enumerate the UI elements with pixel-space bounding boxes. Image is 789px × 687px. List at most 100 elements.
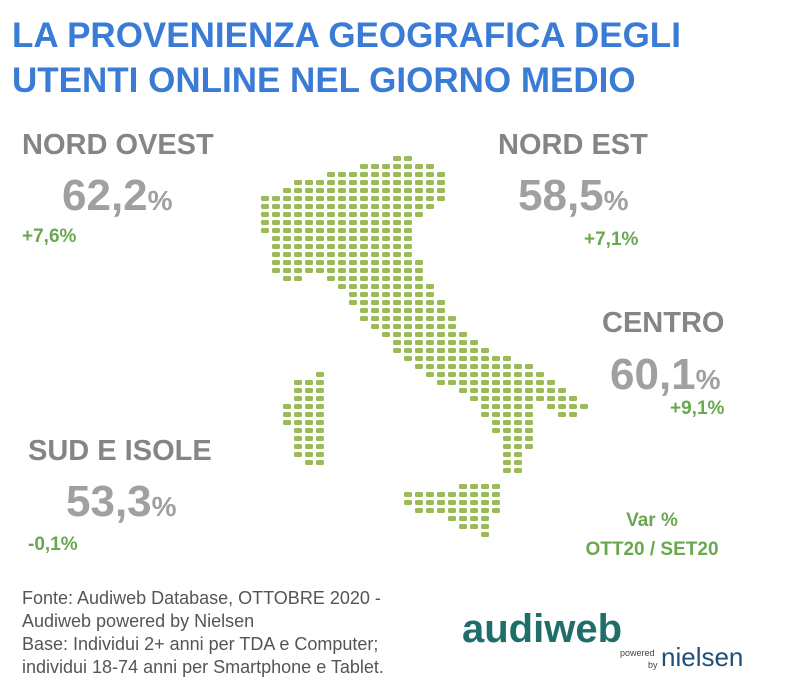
- map-dot: [316, 268, 324, 273]
- title-line: UTENTI ONLINE NEL GIORNO MEDIO: [12, 61, 636, 100]
- map-dot: [316, 396, 324, 401]
- map-dot: [437, 180, 445, 185]
- map-dot: [525, 444, 533, 449]
- map-dot: [404, 300, 412, 305]
- map-dot: [283, 252, 291, 257]
- map-dot: [415, 204, 423, 209]
- map-dot: [338, 188, 346, 193]
- map-dot: [415, 292, 423, 297]
- map-dot: [415, 324, 423, 329]
- map-dot: [294, 260, 302, 265]
- map-dot: [459, 372, 467, 377]
- map-dot: [426, 332, 434, 337]
- map-dot: [415, 268, 423, 273]
- map-dot: [338, 212, 346, 217]
- map-dot: [360, 228, 368, 233]
- map-dot: [470, 508, 478, 513]
- map-dot: [393, 228, 401, 233]
- map-dot: [492, 492, 500, 497]
- map-dot: [261, 196, 269, 201]
- map-dot: [393, 156, 401, 161]
- map-dot: [492, 404, 500, 409]
- map-dot: [272, 196, 280, 201]
- map-dot: [393, 180, 401, 185]
- map-dot: [404, 220, 412, 225]
- map-dot: [305, 212, 313, 217]
- map-dot: [415, 212, 423, 217]
- map-dot: [470, 372, 478, 377]
- map-dot: [492, 372, 500, 377]
- region-value: 53,3%: [66, 477, 177, 526]
- map-dot: [283, 260, 291, 265]
- map-dot: [327, 188, 335, 193]
- map-dot: [503, 396, 511, 401]
- map-dot: [283, 196, 291, 201]
- map-dot: [316, 420, 324, 425]
- value: 60,1: [610, 350, 696, 399]
- map-dot: [514, 388, 522, 393]
- map-dot: [404, 164, 412, 169]
- map-dot: [327, 252, 335, 257]
- map-dot: [327, 260, 335, 265]
- map-dot: [371, 292, 379, 297]
- map-dot: [426, 188, 434, 193]
- map-dot: [349, 276, 357, 281]
- map-dot: [349, 220, 357, 225]
- map-dot: [448, 348, 456, 353]
- map-dot: [283, 204, 291, 209]
- map-dot: [349, 244, 357, 249]
- map-dot: [360, 252, 368, 257]
- map-dot: [437, 188, 445, 193]
- map-dot: [305, 388, 313, 393]
- map-dot: [382, 316, 390, 321]
- map-dot: [294, 212, 302, 217]
- map-dot: [426, 356, 434, 361]
- map-dot: [393, 220, 401, 225]
- map-dot: [426, 324, 434, 329]
- map-dot: [514, 372, 522, 377]
- map-dot: [426, 500, 434, 505]
- map-dot: [349, 196, 357, 201]
- map-dot: [481, 532, 489, 537]
- map-dot: [360, 316, 368, 321]
- region-value: 60,1%: [610, 350, 721, 399]
- map-dot: [371, 236, 379, 241]
- map-dot: [371, 212, 379, 217]
- unit: %: [148, 185, 173, 216]
- value: 53,3: [66, 477, 152, 526]
- footer-line: individui 18-74 anni per Smartphone e Ta…: [22, 657, 384, 677]
- map-dot: [415, 508, 423, 513]
- map-dot: [448, 364, 456, 369]
- map-dot: [305, 428, 313, 433]
- map-dot: [393, 316, 401, 321]
- map-dot: [525, 364, 533, 369]
- map-dot: [393, 340, 401, 345]
- map-dot: [393, 244, 401, 249]
- map-dot: [481, 516, 489, 521]
- map-dot: [404, 492, 412, 497]
- map-dot: [371, 316, 379, 321]
- map-dot: [305, 196, 313, 201]
- map-dot: [371, 244, 379, 249]
- map-dot: [404, 228, 412, 233]
- map-dot: [338, 236, 346, 241]
- map-dot: [459, 508, 467, 513]
- footer-line: Audiweb powered by Nielsen: [22, 611, 254, 631]
- map-dot: [415, 356, 423, 361]
- map-dot: [393, 308, 401, 313]
- map-dot: [448, 332, 456, 337]
- map-dot: [415, 284, 423, 289]
- map-dot: [360, 260, 368, 265]
- map-dot: [338, 244, 346, 249]
- map-dot: [382, 324, 390, 329]
- map-dot: [470, 492, 478, 497]
- map-dot: [437, 340, 445, 345]
- map-dot: [404, 308, 412, 313]
- map-dot: [382, 220, 390, 225]
- map-dot: [503, 412, 511, 417]
- map-dot: [404, 356, 412, 361]
- map-dot: [371, 260, 379, 265]
- map-dot: [382, 196, 390, 201]
- map-dot: [536, 396, 544, 401]
- map-dot: [437, 324, 445, 329]
